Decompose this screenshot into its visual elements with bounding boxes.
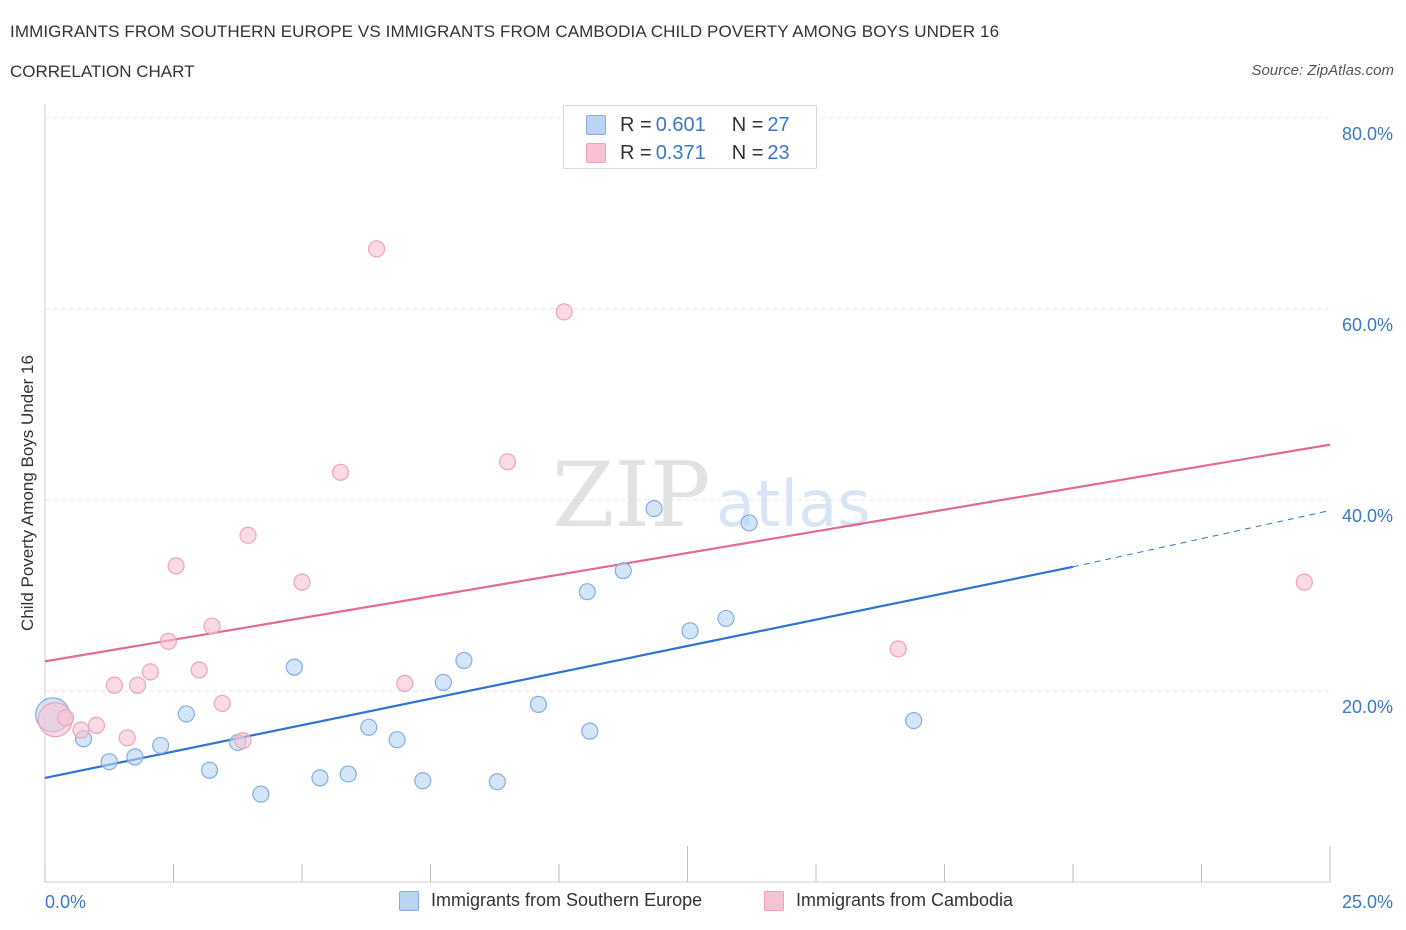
point-cambodia <box>159 632 177 650</box>
point-cambodia <box>367 240 386 258</box>
point-southern-europe <box>681 622 699 640</box>
data-points <box>35 240 1313 803</box>
point-southern-europe <box>455 651 473 670</box>
point-southern-europe <box>388 731 406 749</box>
legend-n-value: 23 <box>767 141 790 164</box>
legend-n-value: 27 <box>767 113 790 136</box>
point-southern-europe <box>717 609 735 628</box>
point-southern-europe <box>578 583 596 601</box>
legend-swatch-pink <box>586 143 606 163</box>
series-legend-label: Immigrants from Cambodia <box>796 890 1014 910</box>
point-southern-europe <box>645 499 663 518</box>
series-legend-cambodia[interactable]: Immigrants from Cambodia <box>764 890 1013 911</box>
chart-subtitle: CORRELATION CHART <box>10 62 195 81</box>
legend-row-southern-europe: R = 0.601 N = 27 <box>586 112 790 138</box>
y-tick-label: 60.0% <box>1342 315 1393 335</box>
grid-lines <box>45 117 1330 692</box>
point-cambodia <box>87 716 106 734</box>
point-southern-europe <box>414 772 432 790</box>
point-southern-europe <box>360 718 378 736</box>
point-southern-europe <box>614 562 632 580</box>
point-southern-europe <box>177 705 195 723</box>
point-cambodia <box>167 557 185 575</box>
point-cambodia <box>293 573 311 591</box>
point-cambodia <box>203 617 221 635</box>
legend-n-label: N = <box>731 113 764 136</box>
legend-r-value: 0.371 <box>655 141 706 164</box>
series-legend-label: Immigrants from Southern Europe <box>431 890 703 910</box>
trend-line-southern-europe-extension <box>1072 510 1331 568</box>
y-tick-label: 20.0% <box>1342 697 1393 717</box>
point-cambodia <box>1295 573 1313 591</box>
point-cambodia <box>128 676 147 694</box>
legend-swatch-blue <box>586 115 606 135</box>
point-southern-europe <box>311 769 329 787</box>
watermark-atlas: atlas <box>716 468 871 542</box>
x-tick-label: 0.0% <box>45 892 86 912</box>
point-southern-europe <box>200 761 219 779</box>
y-axis-label: Child Poverty Among Boys Under 16 <box>18 355 37 631</box>
y-tick-label: 80.0% <box>1342 124 1393 144</box>
legend-r-label: R = <box>620 113 652 136</box>
point-cambodia <box>555 303 573 321</box>
point-southern-europe <box>100 753 118 771</box>
point-southern-europe <box>905 712 923 730</box>
series-swatch-pink <box>764 890 784 911</box>
legend-n-label: N = <box>731 141 764 164</box>
point-cambodia <box>396 674 414 692</box>
point-cambodia <box>213 694 231 713</box>
trend-line-cambodia <box>44 443 1331 663</box>
point-cambodia <box>190 661 208 679</box>
point-southern-europe <box>529 695 548 713</box>
point-cambodia <box>105 676 123 694</box>
legend-r-label: R = <box>620 141 652 164</box>
point-southern-europe <box>126 748 144 766</box>
watermark-zip: ZIP <box>552 443 711 548</box>
point-southern-europe <box>252 785 270 803</box>
point-cambodia <box>499 453 517 471</box>
series-legend: Immigrants from Southern Europe Immigran… <box>0 890 1406 916</box>
point-southern-europe <box>488 773 506 791</box>
point-cambodia <box>331 463 350 481</box>
point-cambodia <box>889 640 907 658</box>
tick-labels: 20.0% 40.0% 60.0% 80.0% 0.0% 25.0% <box>45 124 1393 912</box>
point-southern-europe <box>152 736 170 755</box>
x-tick-label: 25.0% <box>1342 892 1393 912</box>
correlation-legend: R = 0.601 N = 27 R = 0.371 N = 23 <box>563 105 817 169</box>
point-southern-europe <box>339 765 357 783</box>
axes <box>44 104 1331 883</box>
point-southern-europe <box>285 658 303 676</box>
series-legend-southern-europe[interactable]: Immigrants from Southern Europe <box>399 890 702 911</box>
legend-r-value: 0.601 <box>655 113 706 136</box>
y-tick-label: 40.0% <box>1342 506 1393 526</box>
point-cambodia <box>234 732 252 750</box>
point-southern-europe <box>434 673 452 692</box>
chart-title: IMMIGRANTS FROM SOUTHERN EUROPE VS IMMIG… <box>10 22 1000 41</box>
trend-line-southern-europe <box>44 565 1074 779</box>
point-cambodia <box>56 709 75 727</box>
series-swatch-blue <box>399 890 419 911</box>
point-southern-europe <box>740 514 758 532</box>
source-credit: Source: ZipAtlas.com <box>1251 62 1394 79</box>
legend-row-cambodia: R = 0.371 N = 23 <box>586 140 790 166</box>
point-cambodia <box>72 721 90 739</box>
point-cambodia <box>239 526 257 544</box>
point-cambodia <box>118 729 136 747</box>
point-cambodia <box>141 663 159 681</box>
trend-lines <box>44 443 1331 779</box>
watermark: ZIP atlas <box>552 443 871 548</box>
point-southern-europe <box>581 722 599 740</box>
